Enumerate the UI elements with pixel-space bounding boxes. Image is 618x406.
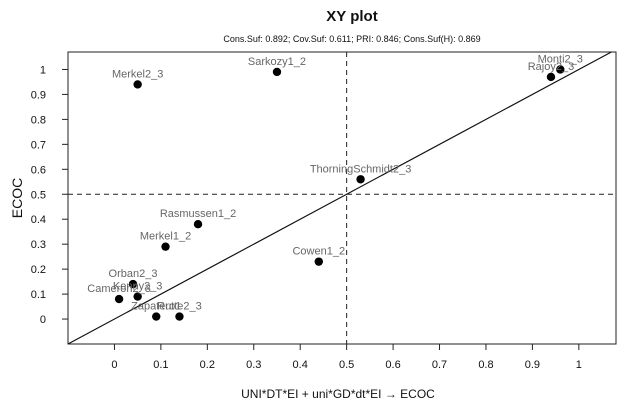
x-tick-label: 0.2 <box>200 359 215 371</box>
data-point <box>546 72 556 82</box>
plot-frame <box>67 51 617 345</box>
x-tick-label: 0.4 <box>293 359 308 371</box>
data-point <box>133 80 142 89</box>
data-point <box>314 257 323 266</box>
x-tick-label: 0.5 <box>339 359 354 371</box>
x-axis-label: UNI*DT*EI + uni*GD*dt*EI → ECOC <box>241 387 435 401</box>
x-axis: 0 0.1 0.2 0.3 0.4 0.5 0.6 0.7 0.8 0.9 1 <box>111 344 582 371</box>
point-label: Merkel1_2 <box>140 231 191 243</box>
y-tick-label: 0.7 <box>31 139 46 151</box>
data-point <box>128 279 138 289</box>
y-tick-label: 0.2 <box>31 264 46 276</box>
x-tick-label: 0 <box>111 359 117 371</box>
y-tick-label: 0.5 <box>31 189 46 201</box>
chart-subtitle: Cons.Suf: 0.892; Cov.Suf: 0.611; PRI: 0.… <box>223 34 480 44</box>
data-points <box>114 65 565 321</box>
point-label: Rutte2_3 <box>157 301 202 313</box>
y-tick-label: 0.3 <box>31 239 46 251</box>
x-tick-label: 0.6 <box>385 359 400 371</box>
point-label: Kenny2_3 <box>113 281 163 293</box>
data-point <box>175 312 184 321</box>
chart-title: XY plot <box>326 8 377 25</box>
y-tick-label: 0.8 <box>31 114 46 126</box>
data-point <box>152 312 161 321</box>
y-tick-label: 0.9 <box>31 89 46 101</box>
x-tick-label: 0.7 <box>432 359 447 371</box>
y-tick-label: 1 <box>40 64 46 76</box>
point-label: Zapatero1 <box>131 301 181 313</box>
data-point <box>556 65 565 74</box>
point-label: Monti2_3 <box>538 53 583 65</box>
point-label: Sarkozy1_2 <box>248 56 306 68</box>
reference-lines <box>67 51 616 345</box>
point-label: Orban2_3 <box>109 268 158 280</box>
x-tick-label: 0.1 <box>153 359 168 371</box>
point-label: Rajoy2_3 <box>528 61 574 73</box>
y-tick-label: 0 <box>40 314 46 326</box>
data-point <box>272 67 282 77</box>
y-axis-label: ECOC <box>9 178 25 218</box>
data-point <box>356 175 365 184</box>
point-label: Merkel2_3 <box>112 68 163 80</box>
y-tick-label: 0.1 <box>31 289 46 301</box>
x-tick-label: 0.3 <box>246 359 261 371</box>
x-tick-label: 0.8 <box>478 359 493 371</box>
x-tick-label: 0.9 <box>525 359 540 371</box>
data-point <box>114 294 124 304</box>
y-tick-label: 0.6 <box>31 164 46 176</box>
diagonal-line <box>67 51 612 345</box>
data-point <box>133 292 142 301</box>
x-tick-label: 1 <box>576 359 582 371</box>
point-label: Rasmussen1_2 <box>160 208 236 220</box>
y-axis: 0 0.1 0.2 0.3 0.4 0.5 0.6 0.7 0.8 0.9 1 <box>31 64 68 326</box>
data-point <box>161 242 170 251</box>
point-label: ThorningSchmidt2_3 <box>310 163 412 175</box>
data-point <box>193 220 203 229</box>
point-label: Cowen1_2 <box>292 246 345 258</box>
y-tick-label: 0.4 <box>31 214 46 226</box>
point-label: Cameron2_3 <box>87 283 151 295</box>
